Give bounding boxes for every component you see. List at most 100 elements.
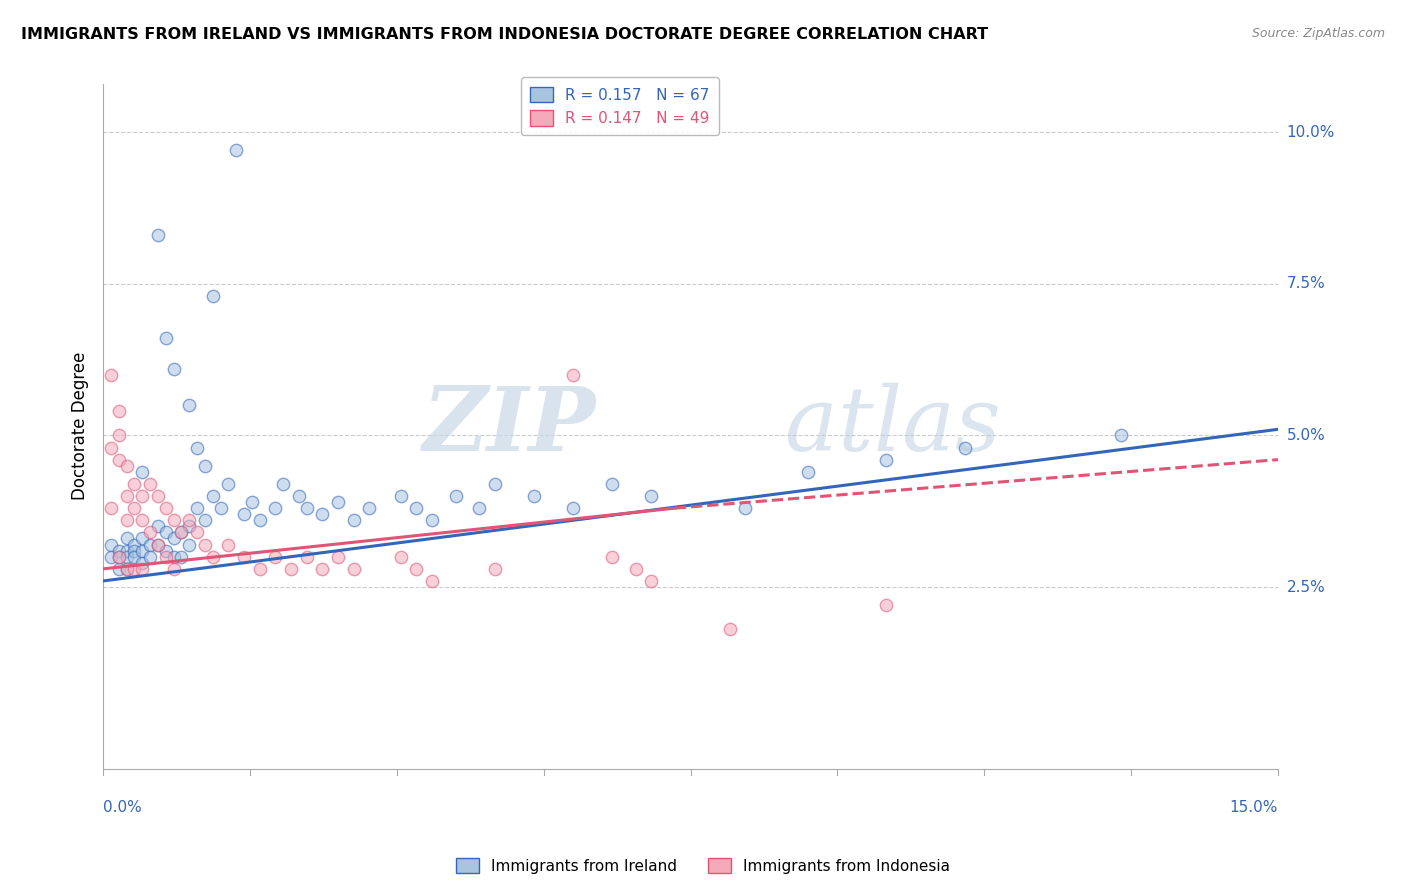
Y-axis label: Doctorate Degree: Doctorate Degree <box>72 352 89 500</box>
Point <box>484 476 506 491</box>
Point <box>343 562 366 576</box>
Point <box>124 562 146 576</box>
Point <box>201 549 224 564</box>
Point <box>295 549 318 564</box>
Point <box>288 489 311 503</box>
Point <box>170 549 193 564</box>
Text: 5.0%: 5.0% <box>1286 428 1324 442</box>
Point <box>100 441 122 455</box>
Point <box>420 513 443 527</box>
Point <box>124 549 146 564</box>
Point <box>107 543 129 558</box>
Point <box>155 525 177 540</box>
Point <box>170 525 193 540</box>
Point <box>100 368 122 382</box>
Point <box>131 543 153 558</box>
Point <box>420 574 443 588</box>
Point <box>734 501 756 516</box>
Point <box>162 513 184 527</box>
Point <box>100 537 122 551</box>
Point <box>179 537 201 551</box>
Point <box>326 495 349 509</box>
Point <box>389 549 412 564</box>
Text: 2.5%: 2.5% <box>1286 580 1324 595</box>
Point <box>115 562 138 576</box>
Point <box>115 458 138 473</box>
Point <box>131 556 153 570</box>
Text: 7.5%: 7.5% <box>1286 277 1324 291</box>
Point <box>107 562 129 576</box>
Point <box>217 537 239 551</box>
Text: IMMIGRANTS FROM IRELAND VS IMMIGRANTS FROM INDONESIA DOCTORATE DEGREE CORRELATIO: IMMIGRANTS FROM IRELAND VS IMMIGRANTS FR… <box>21 27 988 42</box>
Point <box>100 501 122 516</box>
Point <box>146 537 169 551</box>
Point <box>600 549 623 564</box>
Point <box>271 476 294 491</box>
Point <box>124 537 146 551</box>
Point <box>115 532 138 546</box>
Point <box>139 549 162 564</box>
Text: 0.0%: 0.0% <box>103 799 142 814</box>
Point <box>359 501 381 516</box>
Point <box>311 507 333 521</box>
Point <box>624 562 647 576</box>
Point <box>194 513 217 527</box>
Point <box>131 532 153 546</box>
Point <box>186 525 208 540</box>
Text: 10.0%: 10.0% <box>1286 125 1334 139</box>
Point <box>107 404 129 418</box>
Point <box>264 501 287 516</box>
Point <box>562 368 585 382</box>
Point <box>162 361 184 376</box>
Point <box>201 489 224 503</box>
Point <box>115 549 138 564</box>
Point <box>326 549 349 564</box>
Point <box>179 398 201 412</box>
Point <box>1111 428 1133 442</box>
Point <box>295 501 318 516</box>
Point <box>405 501 427 516</box>
Point <box>107 452 129 467</box>
Point <box>124 476 146 491</box>
Point <box>155 501 177 516</box>
Point <box>201 289 224 303</box>
Text: Source: ZipAtlas.com: Source: ZipAtlas.com <box>1251 27 1385 40</box>
Point <box>523 489 546 503</box>
Point <box>115 513 138 527</box>
Point <box>249 513 271 527</box>
Point <box>131 562 153 576</box>
Point <box>146 489 169 503</box>
Point <box>562 501 585 516</box>
Point <box>124 543 146 558</box>
Point <box>162 562 184 576</box>
Point <box>139 537 162 551</box>
Point <box>209 501 232 516</box>
Point <box>217 476 239 491</box>
Point <box>146 537 169 551</box>
Point <box>131 513 153 527</box>
Point <box>131 489 153 503</box>
Point <box>115 562 138 576</box>
Point <box>115 489 138 503</box>
Point <box>280 562 302 576</box>
Point <box>343 513 366 527</box>
Point <box>107 549 129 564</box>
Point <box>155 331 177 345</box>
Point <box>249 562 271 576</box>
Point <box>186 441 208 455</box>
Point <box>718 623 741 637</box>
Point <box>264 549 287 564</box>
Point <box>146 228 169 243</box>
Point <box>100 549 122 564</box>
Point <box>139 476 162 491</box>
Point <box>953 441 976 455</box>
Point <box>179 519 201 533</box>
Point <box>389 489 412 503</box>
Point <box>194 458 217 473</box>
Point <box>875 452 897 467</box>
Point <box>194 537 217 551</box>
Legend: R = 0.157   N = 67, R = 0.147   N = 49: R = 0.157 N = 67, R = 0.147 N = 49 <box>522 78 718 136</box>
Point <box>797 465 820 479</box>
Point <box>170 525 193 540</box>
Point <box>115 543 138 558</box>
